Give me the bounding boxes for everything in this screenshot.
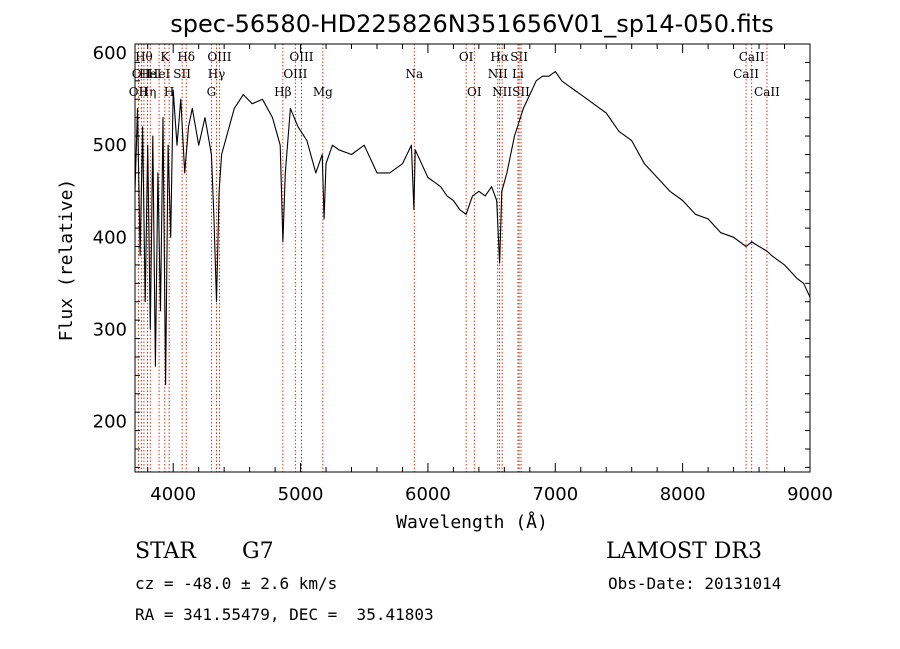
x-tick-label: 9000	[787, 484, 833, 505]
x-tick-label: 5000	[278, 484, 324, 505]
survey-name: LAMOST DR3	[606, 539, 762, 564]
object-class: STAR	[135, 539, 197, 564]
spectrum-series	[134, 71, 811, 386]
line-marker-label: OII	[132, 67, 152, 81]
chart-title: spec-56580-HD225826N351656V01_sp14-050.f…	[170, 10, 773, 38]
line-marker-label: SII	[173, 67, 191, 81]
x-tick-label: 7000	[532, 484, 578, 505]
line-marker-label: Hη	[139, 85, 157, 99]
x-tick-label: 8000	[660, 484, 706, 505]
line-marker-label: OIII	[283, 67, 307, 81]
redshift-velocity: cz = -48.0 ± 2.6 km/s	[135, 574, 337, 593]
line-marker-label: Hδ	[177, 50, 195, 64]
y-tick-label: 200	[93, 411, 127, 432]
sky-coordinates: RA = 341.55479, DEC = 35.41803	[135, 605, 434, 624]
line-marker-label: Na	[405, 67, 423, 81]
y-tick-label: 300	[93, 319, 127, 340]
line-marker-label: SII	[510, 50, 528, 64]
line-marker-label: OI	[459, 50, 474, 64]
y-tick-label: 600	[93, 43, 127, 64]
line-marker-label: Hγ	[208, 67, 226, 81]
x-axis-label: Wavelength (Å)	[396, 511, 548, 533]
spectrum-line	[134, 71, 811, 386]
line-marker-label: CaII	[739, 50, 765, 64]
line-marker-label: CaII	[754, 85, 780, 99]
line-marker-label: HeI	[148, 67, 171, 81]
y-tick-label: 500	[93, 135, 127, 156]
line-marker-label: K	[160, 50, 170, 64]
x-axis: 4000 5000 6000 7000 8000 9000	[147, 44, 833, 505]
line-marker-label: HeI	[139, 67, 162, 81]
line-marker-label: OIII	[289, 50, 313, 64]
line-marker-label: Hβ	[274, 85, 291, 99]
line-marker-label: NII	[488, 67, 508, 81]
y-axis: 200 300 400 500 600	[93, 43, 810, 468]
observation-date: Obs-Date: 20131014	[608, 574, 781, 593]
subclass: G7	[242, 539, 274, 564]
x-tick-label: 6000	[405, 484, 451, 505]
line-marker-label: Mg	[313, 85, 333, 99]
line-marker-label: OIII	[207, 50, 231, 64]
line-marker-label: Hα	[490, 50, 509, 64]
line-marker-label: OI	[467, 85, 482, 99]
line-marker-label: G	[207, 85, 217, 99]
y-axis-label: Flux (relative)	[56, 179, 77, 342]
line-marker-label: CaII	[733, 67, 759, 81]
plot-frame	[134, 43, 811, 473]
line-marker-label: Hθ	[135, 50, 153, 64]
line-marker-label: OII	[129, 85, 149, 99]
line-marker-label: H	[164, 85, 174, 99]
line-marker-label: SII	[512, 85, 530, 99]
line-marker-label: Li	[512, 67, 524, 81]
y-tick-label: 400	[93, 227, 127, 248]
x-tick-label: 4000	[150, 484, 196, 505]
line-marker-label: NII	[492, 85, 512, 99]
